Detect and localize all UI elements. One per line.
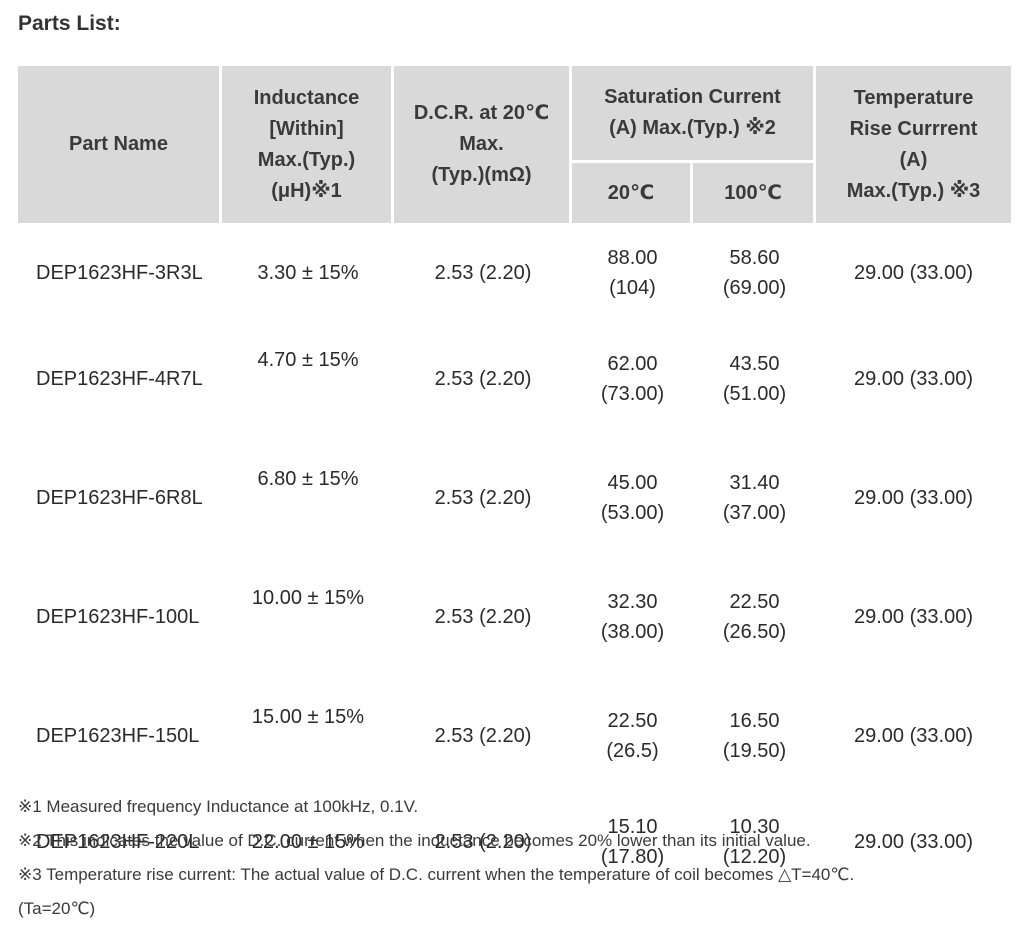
cell-temp-rise: 29.00 (33.00) [854, 605, 973, 628]
cell-line: 45.00 [607, 471, 658, 494]
header-saturation-current: Saturation Current (A) Max.(Typ.) ※2 [572, 66, 816, 163]
table-body: DEP1623HF-3R3L 3.30 ± 15% 2.53 (2.20) 88… [18, 226, 1011, 888]
cell-sat-20c: 32.30 (38.00) [572, 557, 693, 676]
cell-line: (73.00) [600, 382, 665, 405]
header-line: Max. [459, 133, 504, 155]
cell-temp-rise: 29.00 (33.00) [854, 486, 973, 509]
table-row: DEP1623HF-6R8L 6.80 ± 15% 2.53 (2.20) 45… [18, 438, 1011, 557]
cell-inductance: 3.30 ± 15% [257, 261, 359, 284]
cell-sat-100c: 16.50 (19.50) [693, 676, 816, 795]
cell-sat-100c: 10.30 (12.20) [693, 795, 816, 888]
cell-inductance: 10.00 ± 15% [251, 587, 365, 609]
cell-line: (38.00) [600, 620, 665, 643]
cell-line: 31.40 [729, 471, 780, 494]
footnote: ※1 Measured frequency Inductance at 100k… [18, 797, 419, 816]
footnotes: ※1 Measured frequency Inductance at 100k… [18, 790, 1008, 926]
cell-inductance: 4.70 ± 15% [257, 349, 359, 371]
cell-inductance: 15.00 ± 15% [251, 706, 365, 728]
cell-line: 88.00 [607, 246, 658, 269]
table-row: DEP1623HF-3R3L 3.30 ± 15% 2.53 (2.20) 88… [18, 226, 1011, 319]
header-sat-20c: 20℃ [572, 163, 693, 226]
cell-line: 22.50 [607, 709, 658, 732]
header-line: Rise Currrent [849, 117, 978, 140]
footnote: (Ta=20℃) [18, 899, 96, 918]
parts-table: Part Name Inductance [Within] Max.(Typ.)… [18, 66, 1011, 888]
cell-line: (26.5) [606, 739, 659, 762]
header-line: Inductance [253, 86, 360, 109]
cell-inductance: 6.80 ± 15% [257, 468, 359, 490]
cell-line: 43.50 [729, 352, 780, 375]
table-row: DEP1623HF-100L 10.00 ± 15% 2.53 (2.20) 3… [18, 557, 1011, 676]
header-inductance: Inductance [Within] Max.(Typ.) (μH)※1 [222, 66, 394, 226]
cell-dcr: 2.53 (2.20) [434, 261, 532, 284]
header-line: Max.(Typ.) [257, 148, 356, 171]
table-header: Part Name Inductance [Within] Max.(Typ.)… [18, 66, 1011, 226]
cell-dcr: 2.53 (2.20) [434, 605, 532, 628]
header-line: Max.(Typ.) ※3 [846, 179, 981, 202]
cell-line: 10.30 [729, 815, 780, 838]
page-title: Parts List: [18, 12, 121, 35]
cell-line: 22.50 [729, 590, 780, 613]
cell-line: (51.00) [722, 382, 787, 405]
cell-inductance: 22.00 ± 15% [251, 830, 365, 853]
cell-line: (17.80) [600, 845, 665, 868]
header-line: Temperature [853, 86, 974, 109]
cell-dcr: 2.53 (2.20) [434, 486, 532, 509]
cell-sat-100c: 58.60 (69.00) [693, 226, 816, 319]
header-temperature-rise: Temperature Rise Currrent (A) Max.(Typ.)… [816, 66, 1011, 226]
cell-dcr: 2.53 (2.20) [434, 724, 532, 747]
cell-temp-rise: 29.00 (33.00) [854, 367, 973, 390]
header-dcr: D.C.R. at 20℃ Max. (Typ.)(mΩ) [394, 66, 572, 226]
cell-line: (53.00) [600, 501, 665, 524]
table-row: DEP1623HF-4R7L 4.70 ± 15% 2.53 (2.20) 62… [18, 319, 1011, 438]
header-sat-100c: 100℃ [693, 163, 816, 226]
cell-part-name: DEP1623HF-150L [36, 724, 200, 747]
cell-sat-20c: 45.00 (53.00) [572, 438, 693, 557]
cell-line: (104) [609, 276, 656, 299]
table-row: DEP1623HF-220L 22.00 ± 15% 2.53 (2.20) 1… [18, 795, 1011, 888]
footnote: ※2 This indicates the value of D.C. curr… [18, 831, 811, 850]
header-line: [Within] [269, 117, 344, 140]
cell-dcr: 2.53 (2.20) [434, 367, 532, 390]
cell-dcr: 2.53 (2.20) [434, 830, 532, 853]
cell-temp-rise: 29.00 (33.00) [854, 830, 973, 853]
cell-line: 16.50 [729, 709, 780, 732]
cell-part-name: DEP1623HF-100L [36, 605, 200, 628]
cell-sat-100c: 43.50 (51.00) [693, 319, 816, 438]
cell-sat-20c: 62.00 (73.00) [572, 319, 693, 438]
cell-part-name: DEP1623HF-4R7L [36, 367, 203, 390]
cell-line: (69.00) [722, 276, 787, 299]
cell-part-name: DEP1623HF-6R8L [36, 486, 203, 509]
cell-temp-rise: 29.00 (33.00) [854, 724, 973, 747]
cell-line: 58.60 [729, 246, 780, 269]
header-line: (A) [899, 148, 928, 171]
cell-line: (37.00) [722, 501, 787, 524]
cell-sat-20c: 15.10 (17.80) [572, 795, 693, 888]
cell-sat-20c: 88.00 (104) [572, 226, 693, 319]
header-line: D.C.R. at 20℃ [413, 102, 550, 124]
cell-sat-100c: 22.50 (26.50) [693, 557, 816, 676]
cell-temp-rise: 29.00 (33.00) [854, 261, 973, 284]
table-row: DEP1623HF-150L 15.00 ± 15% 2.53 (2.20) 2… [18, 676, 1011, 795]
header-line: (Typ.)(mΩ) [431, 164, 532, 186]
cell-part-name: DEP1623HF-3R3L [36, 261, 203, 284]
cell-line: (19.50) [722, 739, 787, 762]
cell-line: 15.10 [607, 815, 658, 838]
cell-sat-20c: 22.50 (26.5) [572, 676, 693, 795]
header-part-name: Part Name [18, 66, 222, 226]
cell-line: 62.00 [607, 352, 658, 375]
cell-sat-100c: 31.40 (37.00) [693, 438, 816, 557]
cell-line: 32.30 [607, 590, 658, 613]
cell-part-name: DEP1623HF-220L [36, 830, 200, 853]
header-line: (μH)※1 [271, 179, 342, 202]
header-line: (A) Max.(Typ.) ※2 [609, 117, 776, 139]
cell-line: (26.50) [722, 620, 787, 643]
header-line: Saturation Current [604, 86, 781, 108]
footnote: ※3 Temperature rise current: The actual … [18, 865, 855, 884]
cell-line: (12.20) [722, 845, 787, 868]
